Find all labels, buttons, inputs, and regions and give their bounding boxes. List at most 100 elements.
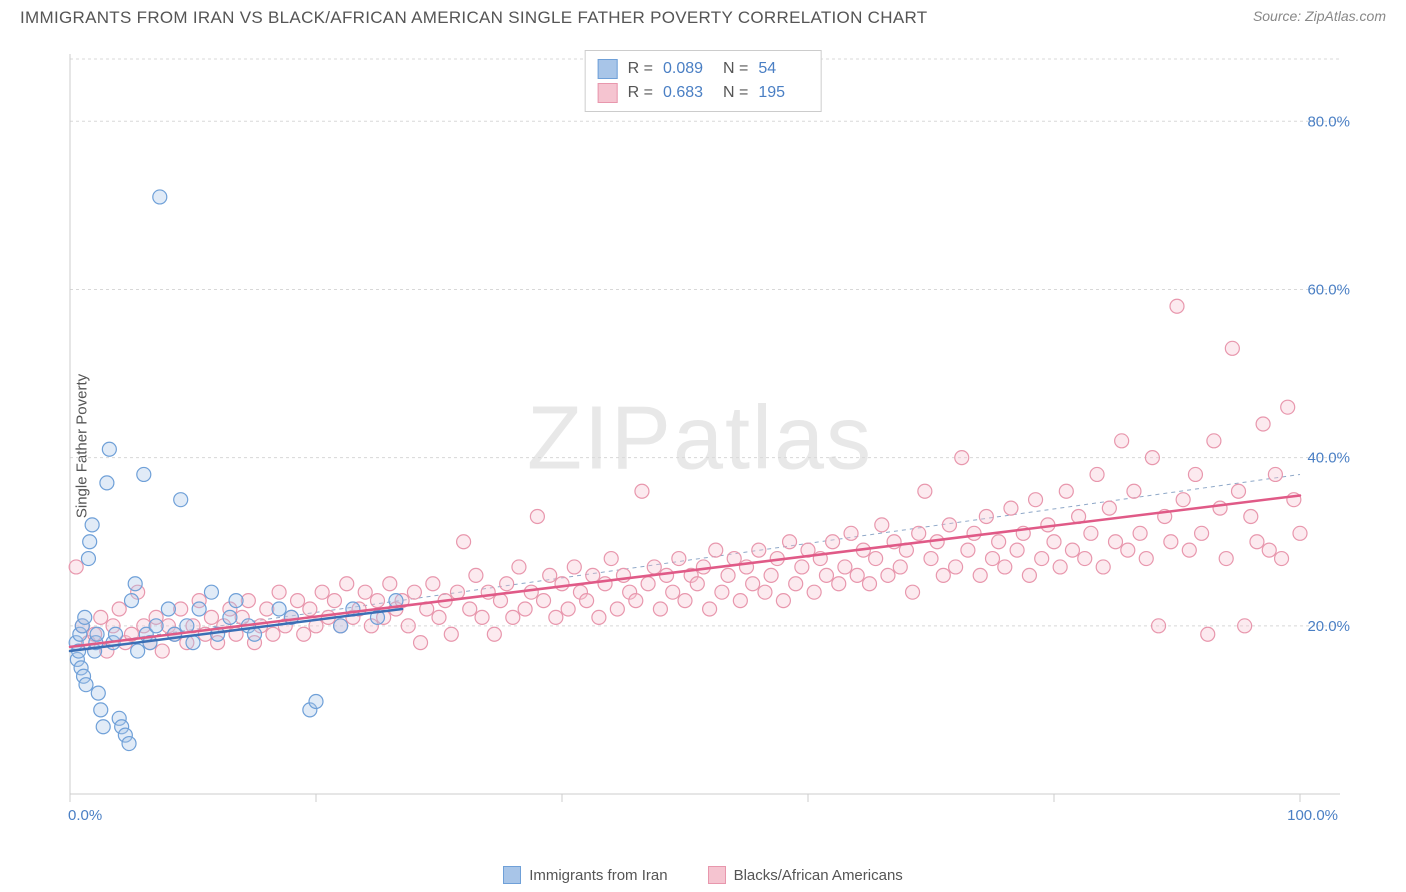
data-point bbox=[567, 560, 581, 574]
data-point bbox=[102, 442, 116, 456]
data-point bbox=[401, 619, 415, 633]
data-point bbox=[1065, 543, 1079, 557]
n-label: N = bbox=[723, 57, 748, 81]
data-point bbox=[291, 594, 305, 608]
data-point bbox=[653, 602, 667, 616]
data-point bbox=[1139, 552, 1153, 566]
r-label: R = bbox=[628, 81, 653, 105]
data-point bbox=[764, 568, 778, 582]
data-point bbox=[918, 484, 932, 498]
data-point bbox=[371, 594, 385, 608]
data-point bbox=[500, 577, 514, 591]
data-point bbox=[1035, 552, 1049, 566]
data-point bbox=[936, 568, 950, 582]
correlation-legend: R = 0.089 N = 54 R = 0.683 N = 195 bbox=[585, 50, 822, 112]
swatch-iran bbox=[598, 59, 618, 79]
data-point bbox=[998, 560, 1012, 574]
data-point bbox=[512, 560, 526, 574]
data-point bbox=[1127, 484, 1141, 498]
data-point bbox=[85, 518, 99, 532]
data-point bbox=[457, 535, 471, 549]
data-point bbox=[128, 577, 142, 591]
data-point bbox=[819, 568, 833, 582]
data-point bbox=[1195, 526, 1209, 540]
data-point bbox=[1164, 535, 1178, 549]
legend-swatch-black bbox=[708, 866, 726, 884]
data-point bbox=[131, 644, 145, 658]
data-point bbox=[309, 695, 323, 709]
data-point bbox=[1053, 560, 1067, 574]
data-point bbox=[204, 585, 218, 599]
data-point bbox=[426, 577, 440, 591]
data-point bbox=[407, 585, 421, 599]
data-point bbox=[475, 610, 489, 624]
data-point bbox=[721, 568, 735, 582]
data-point bbox=[487, 627, 501, 641]
data-point bbox=[610, 602, 624, 616]
chart-title: IMMIGRANTS FROM IRAN VS BLACK/AFRICAN AM… bbox=[20, 8, 927, 28]
data-point bbox=[1182, 543, 1196, 557]
data-point bbox=[1275, 552, 1289, 566]
data-point bbox=[1293, 526, 1307, 540]
data-point bbox=[79, 678, 93, 692]
data-point bbox=[340, 577, 354, 591]
data-point bbox=[942, 518, 956, 532]
data-point bbox=[315, 585, 329, 599]
corr-row-black: R = 0.683 N = 195 bbox=[598, 81, 809, 105]
data-point bbox=[537, 594, 551, 608]
data-point bbox=[109, 627, 123, 641]
data-point bbox=[229, 594, 243, 608]
data-point bbox=[783, 535, 797, 549]
data-point bbox=[647, 560, 661, 574]
data-point bbox=[598, 577, 612, 591]
data-point bbox=[580, 594, 594, 608]
data-point bbox=[334, 619, 348, 633]
data-point bbox=[660, 568, 674, 582]
data-point bbox=[137, 467, 151, 481]
data-point bbox=[1188, 467, 1202, 481]
data-point bbox=[604, 552, 618, 566]
data-point bbox=[90, 627, 104, 641]
data-point bbox=[100, 476, 114, 490]
data-point bbox=[1268, 467, 1282, 481]
y-tick-label: 60.0% bbox=[1307, 281, 1350, 298]
n-label: N = bbox=[723, 81, 748, 105]
y-tick-label: 40.0% bbox=[1307, 450, 1350, 467]
source-attribution: Source: ZipAtlas.com bbox=[1253, 8, 1386, 24]
data-point bbox=[161, 602, 175, 616]
data-point bbox=[561, 602, 575, 616]
data-point bbox=[992, 535, 1006, 549]
n-value-iran: 54 bbox=[758, 57, 808, 81]
data-point bbox=[450, 585, 464, 599]
data-point bbox=[1090, 467, 1104, 481]
data-point bbox=[672, 552, 686, 566]
y-tick-label: 80.0% bbox=[1307, 113, 1350, 130]
data-point bbox=[635, 484, 649, 498]
data-point bbox=[789, 577, 803, 591]
data-point bbox=[758, 585, 772, 599]
data-point bbox=[1225, 341, 1239, 355]
data-point bbox=[518, 602, 532, 616]
data-point bbox=[444, 627, 458, 641]
data-point bbox=[955, 451, 969, 465]
data-point bbox=[678, 594, 692, 608]
swatch-black bbox=[598, 83, 618, 103]
data-point bbox=[592, 610, 606, 624]
data-point bbox=[297, 627, 311, 641]
data-point bbox=[826, 535, 840, 549]
bottom-legend: Immigrants from Iran Blacks/African Amer… bbox=[0, 866, 1406, 884]
data-point bbox=[1145, 451, 1159, 465]
legend-label-iran: Immigrants from Iran bbox=[529, 867, 667, 884]
data-point bbox=[155, 644, 169, 658]
data-point bbox=[78, 610, 92, 624]
data-point bbox=[1133, 526, 1147, 540]
data-point bbox=[506, 610, 520, 624]
chart-header: IMMIGRANTS FROM IRAN VS BLACK/AFRICAN AM… bbox=[0, 0, 1406, 32]
trend-line bbox=[70, 495, 1300, 646]
legend-swatch-iran bbox=[503, 866, 521, 884]
data-point bbox=[776, 594, 790, 608]
data-point bbox=[1207, 434, 1221, 448]
data-point bbox=[629, 594, 643, 608]
data-point bbox=[1262, 543, 1276, 557]
data-point bbox=[906, 585, 920, 599]
